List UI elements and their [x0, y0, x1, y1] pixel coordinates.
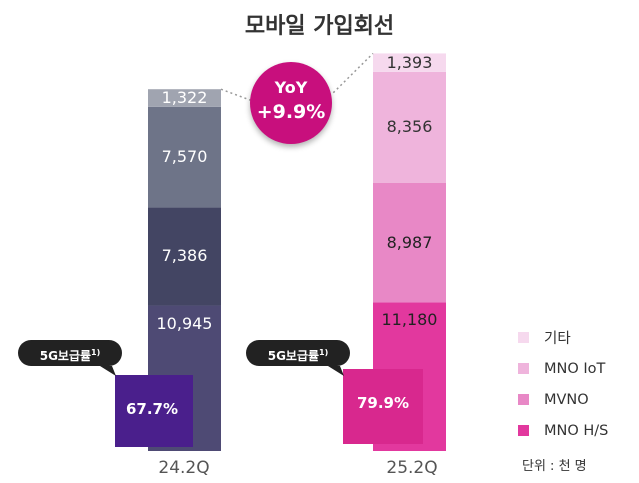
rate-badge-pointer	[328, 366, 344, 376]
rate-badge-text: 5G보급률	[267, 349, 320, 363]
legend-item-mvno: MVNO	[518, 384, 608, 415]
chart-title: 모바일 가입회선	[244, 14, 395, 39]
rate-value-24-2q: 67.7%	[125, 400, 179, 418]
data-label: 7,570	[161, 147, 208, 167]
data-label: 1,322	[161, 87, 208, 107]
legend-item-etc: 기타	[518, 322, 608, 353]
rate-badge-text: 5G보급률	[39, 349, 92, 363]
legend-label: MNO IoT	[544, 360, 606, 377]
bar-segment-mvno-1	[373, 182, 446, 303]
legend-swatch	[518, 363, 529, 374]
unit-label: 단위 : 천 명	[522, 459, 587, 474]
yoy-value: +9.9%	[256, 101, 326, 123]
data-label: 10,945	[156, 313, 213, 333]
bar-segment-mno-iot-0	[148, 106, 221, 208]
legend-swatch	[518, 394, 529, 405]
legend-label: MNO H/S	[544, 422, 609, 439]
data-label: 11,180	[381, 310, 438, 330]
x-tick-25-2q: 25.2Q	[386, 458, 438, 478]
rate-badge-pointer	[100, 366, 116, 376]
chart-legend: 기타 MNO IoT MVNO MNO H/S	[518, 322, 608, 446]
legend-label: MVNO	[544, 391, 589, 408]
bar-segment-기타-1	[373, 53, 446, 72]
x-tick-24-2q: 24.2Q	[158, 458, 210, 478]
rate-badge-footnote: 1)	[319, 348, 329, 357]
rate-block-25-2q	[343, 369, 423, 444]
rate-badge-footnote: 1)	[91, 348, 101, 357]
legend-item-mno-hs: MNO H/S	[518, 415, 608, 446]
legend-label: 기타	[544, 331, 571, 347]
legend-item-mno-iot: MNO IoT	[518, 353, 608, 384]
data-label: 8,356	[386, 117, 433, 137]
yoy-label: YoY	[274, 78, 308, 97]
bar-segment-기타-0	[148, 89, 221, 107]
yoy-growth-badge: YoY +9.9%	[250, 62, 332, 144]
yoy-connector-line	[220, 52, 374, 101]
data-label: 8,987	[386, 232, 433, 252]
legend-swatch	[518, 425, 529, 436]
rate-badge-24-2q: 5G보급률1)	[18, 340, 122, 366]
rate-badge-25-2q: 5G보급률1)	[246, 340, 350, 366]
legend-swatch	[518, 332, 529, 343]
bar-segment-mvno-0	[148, 207, 221, 306]
rate-value-25-2q: 79.9%	[356, 394, 410, 412]
rate-block-24-2q	[115, 375, 193, 447]
bar-segment-mno-iot-1	[373, 71, 446, 183]
data-label: 1,393	[386, 52, 433, 72]
data-label: 7,386	[161, 246, 208, 266]
